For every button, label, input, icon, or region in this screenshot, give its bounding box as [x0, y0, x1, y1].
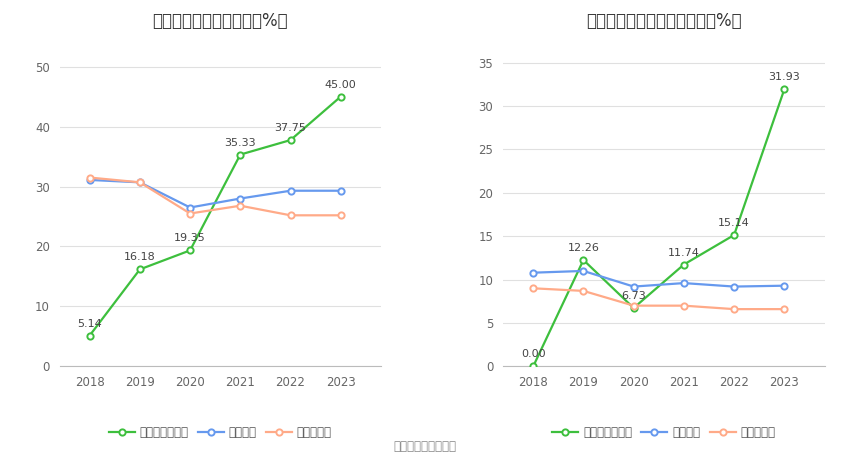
Text: 35.33: 35.33	[224, 138, 256, 147]
Text: 45.00: 45.00	[325, 80, 357, 90]
Title: 近年来资产负债率情况（%）: 近年来资产负债率情况（%）	[152, 11, 288, 29]
Text: 6.73: 6.73	[621, 291, 646, 301]
Legend: 有息资产负债率, 行业均値, 行业中位数: 有息资产负债率, 行业均値, 行业中位数	[547, 422, 780, 444]
Text: 11.74: 11.74	[668, 248, 700, 257]
Legend: 公司资产负债率, 行业均値, 行业中位数: 公司资产负债率, 行业均値, 行业中位数	[104, 422, 337, 444]
Text: 16.18: 16.18	[124, 252, 156, 262]
Text: 31.93: 31.93	[768, 72, 800, 82]
Title: 近年来有息资产负债率情况（%）: 近年来有息资产负债率情况（%）	[586, 11, 741, 29]
Text: 12.26: 12.26	[568, 243, 599, 253]
Text: 0.00: 0.00	[521, 349, 546, 360]
Text: 19.35: 19.35	[174, 234, 206, 244]
Text: 数据来源：恒生聚源: 数据来源：恒生聚源	[394, 441, 456, 453]
Text: 5.14: 5.14	[77, 319, 102, 329]
Text: 15.14: 15.14	[718, 218, 750, 228]
Text: 37.75: 37.75	[275, 123, 307, 133]
